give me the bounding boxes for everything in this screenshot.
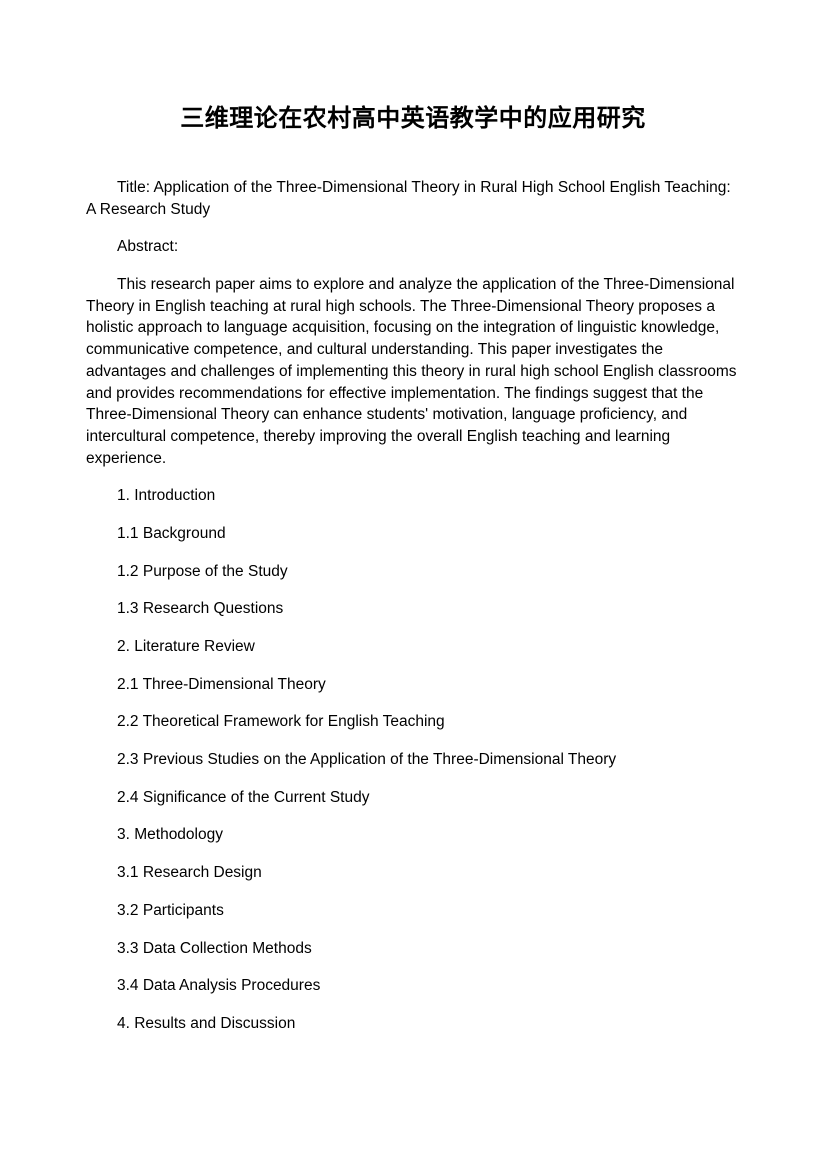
abstract-label: Abstract:	[86, 236, 740, 258]
section-heading: 3.1 Research Design	[86, 862, 740, 884]
section-heading: 3.4 Data Analysis Procedures	[86, 975, 740, 997]
section-heading: 2. Literature Review	[86, 636, 740, 658]
section-heading: 2.2 Theoretical Framework for English Te…	[86, 711, 740, 733]
section-heading: 1.3 Research Questions	[86, 598, 740, 620]
section-heading: 2.1 Three-Dimensional Theory	[86, 674, 740, 696]
section-heading: 1.2 Purpose of the Study	[86, 561, 740, 583]
abstract-body: This research paper aims to explore and …	[86, 274, 740, 469]
section-heading: 2.3 Previous Studies on the Application …	[86, 749, 740, 771]
section-heading: 3. Methodology	[86, 824, 740, 846]
section-heading: 1.1 Background	[86, 523, 740, 545]
document-title: 三维理论在农村高中英语教学中的应用研究	[86, 98, 740, 133]
section-heading: 4. Results and Discussion	[86, 1013, 740, 1035]
section-heading: 1. Introduction	[86, 485, 740, 507]
section-heading: 3.2 Participants	[86, 900, 740, 922]
section-heading: 3.3 Data Collection Methods	[86, 938, 740, 960]
section-heading: 2.4 Significance of the Current Study	[86, 787, 740, 809]
subtitle-paragraph: Title: Application of the Three-Dimensio…	[86, 177, 740, 220]
